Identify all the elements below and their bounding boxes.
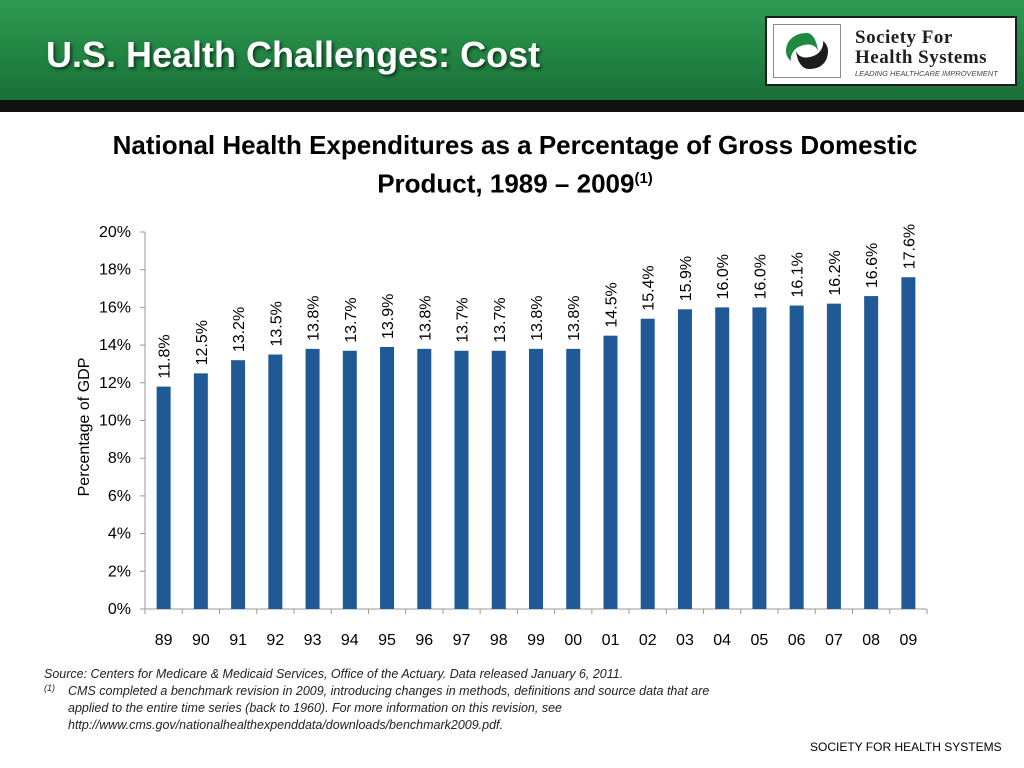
logo-tagline: LEADING HEALTHCARE IMPROVEMENT [855,69,998,78]
data-label: 13.8% [566,295,583,340]
data-label: 13.8% [306,295,323,340]
x-tick-label: 93 [304,632,322,649]
y-tick-label: 16% [99,299,131,316]
data-label: 15.4% [641,265,658,310]
data-label: 13.8% [529,295,546,340]
data-label: 16.6% [864,243,881,288]
slide-title: U.S. Health Challenges: Cost [46,34,541,75]
data-label: 14.5% [603,282,620,327]
bar [305,348,320,609]
bar [156,386,171,609]
y-tick-label: 6% [108,488,131,505]
data-label: 13.7% [492,297,509,342]
x-tick-label: 94 [341,632,359,649]
data-label: 15.9% [678,256,695,301]
data-label: 17.6% [901,224,918,269]
bar [529,348,543,609]
y-tick-label: 0% [108,601,131,618]
x-tick-label: 99 [527,632,545,649]
y-tick-label: 8% [108,450,131,467]
data-label: 13.7% [343,297,360,342]
x-tick-label: 98 [490,632,508,649]
bar [566,348,581,609]
shs-swirl-logo-icon [773,24,841,78]
y-tick-label: 4% [108,526,131,543]
data-label: 16.2% [827,250,844,295]
bar [640,318,655,609]
x-tick-label: 92 [266,632,284,649]
x-tick-label: 03 [676,632,694,649]
society-for-health-systems-logo: Society For Health Systems LEADING HEALT… [765,16,1017,86]
x-tick-label: 09 [899,632,917,649]
y-tick-label: 10% [99,413,131,430]
y-tick-label: 12% [99,375,131,392]
data-label: 13.7% [455,297,472,342]
bar [826,303,841,609]
x-tick-label: 05 [751,632,769,649]
bar [268,354,283,609]
footnote-marker: (1) [44,683,55,693]
x-tick-label: 96 [415,632,433,649]
x-tick-label: 06 [788,632,806,649]
bar [380,346,395,609]
data-label: 13.2% [231,307,248,352]
data-label: 12.5% [194,320,211,365]
x-tick-label: 07 [825,632,843,649]
header-divider [0,100,1024,112]
data-label: 13.8% [417,295,434,340]
y-tick-label: 18% [99,262,131,279]
y-axis-label: Percentage of GDP [76,358,93,497]
bar [752,307,767,609]
footnote-text: CMS completed a benchmark revision in 20… [68,684,710,732]
data-label: 13.5% [268,301,285,346]
bar [715,307,730,609]
bar [491,350,506,609]
chart-title: National Health Expenditures as a Percen… [80,128,950,201]
data-label: 16.0% [715,254,732,299]
y-tick-label: 14% [99,337,131,354]
x-tick-label: 91 [229,632,247,649]
bar [417,348,432,609]
source-note: Source: Centers for Medicare & Medicaid … [44,667,624,681]
y-tick-label: 2% [108,563,131,580]
data-label: 16.1% [790,252,807,297]
bar [901,277,916,609]
bar [677,309,692,609]
logo-line-2: Health Systems [855,47,988,68]
bar [231,360,246,609]
chart-title-text: National Health Expenditures as a Percen… [112,130,918,199]
x-tick-label: 95 [378,632,396,649]
data-label: 11.8% [157,334,174,378]
x-tick-label: 08 [862,632,880,649]
bar [193,373,208,609]
data-label: 16.0% [752,254,769,299]
chart-title-footnote-ref: (1) [634,170,653,187]
y-tick-label: 20% [99,224,131,241]
x-tick-label: 97 [453,632,471,649]
bar [864,296,879,609]
logo-line-1: Society For [855,27,953,48]
x-tick-label: 90 [192,632,210,649]
data-label: 13.9% [380,294,397,339]
x-tick-label: 00 [564,632,582,649]
x-tick-label: 01 [602,632,620,649]
bar [342,350,357,609]
x-tick-label: 02 [639,632,657,649]
bar [603,335,618,609]
x-tick-label: 89 [155,632,173,649]
slide-footer: SOCIETY FOR HEALTH SYSTEMS [810,740,1002,754]
bar [454,350,469,609]
bar [789,305,804,609]
x-tick-label: 04 [713,632,731,649]
